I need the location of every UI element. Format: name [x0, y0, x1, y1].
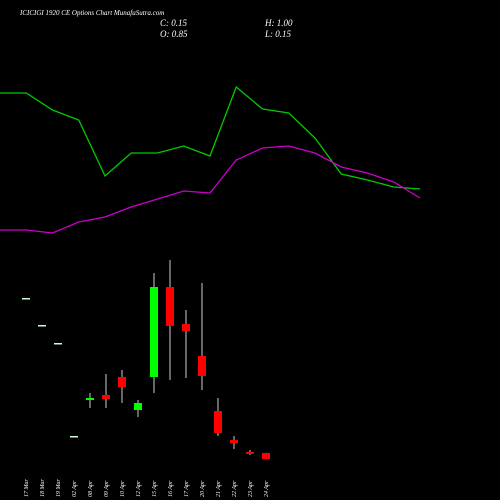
x-tick-label: 15 Apr — [152, 480, 158, 497]
candle-body — [166, 287, 174, 326]
ohlc-label: C: 0.15 — [160, 18, 188, 28]
x-tick-label: 16 Apr — [168, 480, 174, 497]
candle-body — [246, 452, 254, 454]
candle-body — [134, 403, 142, 410]
candle-body — [150, 287, 158, 377]
candle-body — [54, 343, 62, 345]
candle-body — [262, 453, 270, 459]
line — [0, 145, 421, 234]
x-tick-label: 24 Apr — [263, 480, 270, 497]
candle-body — [198, 356, 206, 376]
candle-body — [182, 324, 190, 331]
x-tick-label: 19 Mar — [56, 479, 62, 497]
x-tick-label: 02 Apr — [72, 480, 78, 497]
candle-body — [86, 398, 94, 400]
x-tick-label: 09 Apr — [104, 480, 110, 497]
chart-title: ICICIGI 1920 CE Options Chart MunafaSutr… — [19, 9, 164, 17]
x-tick-label: 22 Apr — [232, 480, 238, 497]
candle-body — [214, 411, 222, 433]
candle-body — [22, 298, 30, 300]
candle-body — [70, 436, 78, 438]
ohlc-label: H: 1.00 — [264, 18, 293, 28]
x-tick-label: 18 Mar — [40, 479, 46, 497]
x-tick-label: 10 Apr — [120, 480, 126, 497]
x-tick-label: 17 Apr — [184, 480, 190, 497]
candle-body — [102, 395, 110, 399]
x-tick-label: 23 Apr — [248, 480, 254, 497]
ohlc-label: O: 0.85 — [160, 29, 188, 39]
line — [0, 85, 421, 190]
candle-body — [38, 325, 46, 327]
candle-body — [230, 440, 238, 443]
x-tick-label: 08 Apr — [88, 480, 94, 497]
ohlc-label: L: 0.15 — [264, 29, 292, 39]
x-tick-label: 21 Apr — [216, 480, 222, 497]
x-tick-label: 12 Apr — [136, 480, 142, 497]
x-tick-label: 20 Apr — [200, 480, 206, 497]
x-tick-label: 17 Mar — [24, 479, 30, 497]
candle-body — [118, 377, 126, 387]
